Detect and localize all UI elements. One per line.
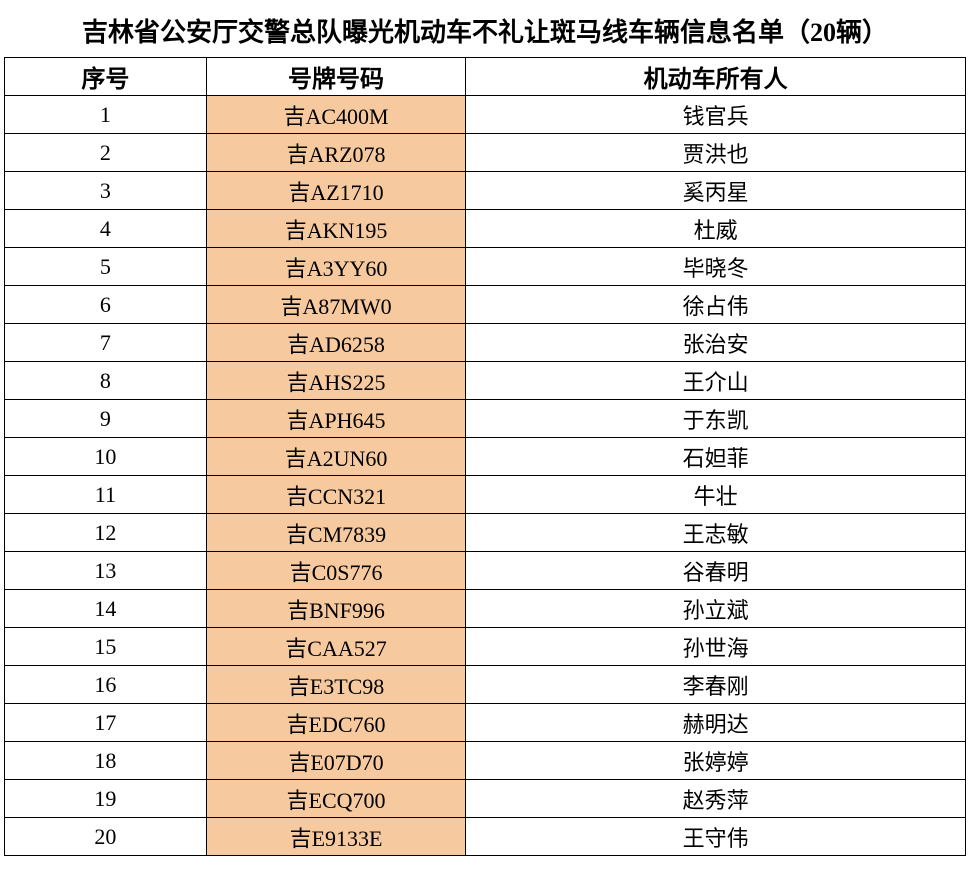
cell-plate: 吉E07D70 [206,742,465,780]
cell-owner: 李春刚 [466,666,966,704]
cell-index: 6 [5,286,207,324]
cell-index: 4 [5,210,207,248]
cell-owner: 石妲菲 [466,438,966,476]
cell-owner: 孙立斌 [466,590,966,628]
table-row: 9吉APH645于东凯 [5,400,966,438]
cell-plate: 吉ECQ700 [206,780,465,818]
document-container: 吉林省公安厅交警总队曝光机动车不礼让斑马线车辆信息名单（20辆） 序号 号牌号码… [0,0,970,866]
table-row: 17吉EDC760赫明达 [5,704,966,742]
vehicle-table: 序号 号牌号码 机动车所有人 1吉AC400M钱官兵2吉ARZ078贾洪也3吉A… [4,57,966,856]
cell-owner: 钱官兵 [466,96,966,134]
table-row: 12吉CM7839王志敏 [5,514,966,552]
col-header-owner: 机动车所有人 [466,58,966,96]
table-row: 1吉AC400M钱官兵 [5,96,966,134]
table-row: 14吉BNF996孙立斌 [5,590,966,628]
cell-owner: 毕晓冬 [466,248,966,286]
cell-owner: 牛壮 [466,476,966,514]
cell-plate: 吉E9133E [206,818,465,856]
cell-index: 1 [5,96,207,134]
cell-owner: 杜威 [466,210,966,248]
cell-plate: 吉E3TC98 [206,666,465,704]
table-row: 16吉E3TC98李春刚 [5,666,966,704]
cell-plate: 吉EDC760 [206,704,465,742]
table-header-row: 序号 号牌号码 机动车所有人 [5,58,966,96]
cell-plate: 吉A2UN60 [206,438,465,476]
cell-owner: 赫明达 [466,704,966,742]
cell-plate: 吉CM7839 [206,514,465,552]
cell-plate: 吉CCN321 [206,476,465,514]
cell-plate: 吉AKN195 [206,210,465,248]
cell-owner: 孙世海 [466,628,966,666]
cell-index: 17 [5,704,207,742]
table-row: 3吉AZ1710奚丙星 [5,172,966,210]
cell-plate: 吉C0S776 [206,552,465,590]
table-row: 20吉E9133E王守伟 [5,818,966,856]
table-row: 13吉C0S776谷春明 [5,552,966,590]
cell-index: 7 [5,324,207,362]
cell-index: 8 [5,362,207,400]
cell-index: 20 [5,818,207,856]
cell-plate: 吉APH645 [206,400,465,438]
cell-owner: 徐占伟 [466,286,966,324]
cell-plate: 吉A3YY60 [206,248,465,286]
table-row: 6吉A87MW0徐占伟 [5,286,966,324]
cell-plate: 吉AHS225 [206,362,465,400]
cell-plate: 吉A87MW0 [206,286,465,324]
cell-index: 12 [5,514,207,552]
cell-index: 15 [5,628,207,666]
cell-index: 13 [5,552,207,590]
cell-owner: 于东凯 [466,400,966,438]
cell-owner: 张婷婷 [466,742,966,780]
cell-index: 19 [5,780,207,818]
cell-plate: 吉AC400M [206,96,465,134]
table-row: 10吉A2UN60石妲菲 [5,438,966,476]
table-row: 2吉ARZ078贾洪也 [5,134,966,172]
table-row: 15吉CAA527孙世海 [5,628,966,666]
cell-owner: 奚丙星 [466,172,966,210]
table-row: 11吉CCN321牛壮 [5,476,966,514]
page-title: 吉林省公安厅交警总队曝光机动车不礼让斑马线车辆信息名单（20辆） [4,0,966,57]
table-row: 19吉ECQ700赵秀萍 [5,780,966,818]
cell-owner: 王介山 [466,362,966,400]
cell-index: 10 [5,438,207,476]
cell-owner: 张治安 [466,324,966,362]
cell-index: 5 [5,248,207,286]
table-row: 4吉AKN195杜威 [5,210,966,248]
cell-plate: 吉ARZ078 [206,134,465,172]
table-row: 5吉A3YY60毕晓冬 [5,248,966,286]
cell-plate: 吉CAA527 [206,628,465,666]
cell-plate: 吉BNF996 [206,590,465,628]
cell-owner: 赵秀萍 [466,780,966,818]
cell-index: 16 [5,666,207,704]
cell-index: 9 [5,400,207,438]
cell-index: 2 [5,134,207,172]
cell-index: 11 [5,476,207,514]
col-header-index: 序号 [5,58,207,96]
cell-plate: 吉AD6258 [206,324,465,362]
cell-index: 3 [5,172,207,210]
cell-plate: 吉AZ1710 [206,172,465,210]
cell-owner: 王志敏 [466,514,966,552]
table-row: 8吉AHS225王介山 [5,362,966,400]
cell-owner: 王守伟 [466,818,966,856]
cell-owner: 贾洪也 [466,134,966,172]
cell-owner: 谷春明 [466,552,966,590]
table-row: 18吉E07D70张婷婷 [5,742,966,780]
cell-index: 14 [5,590,207,628]
col-header-plate: 号牌号码 [206,58,465,96]
table-row: 7吉AD6258张治安 [5,324,966,362]
cell-index: 18 [5,742,207,780]
